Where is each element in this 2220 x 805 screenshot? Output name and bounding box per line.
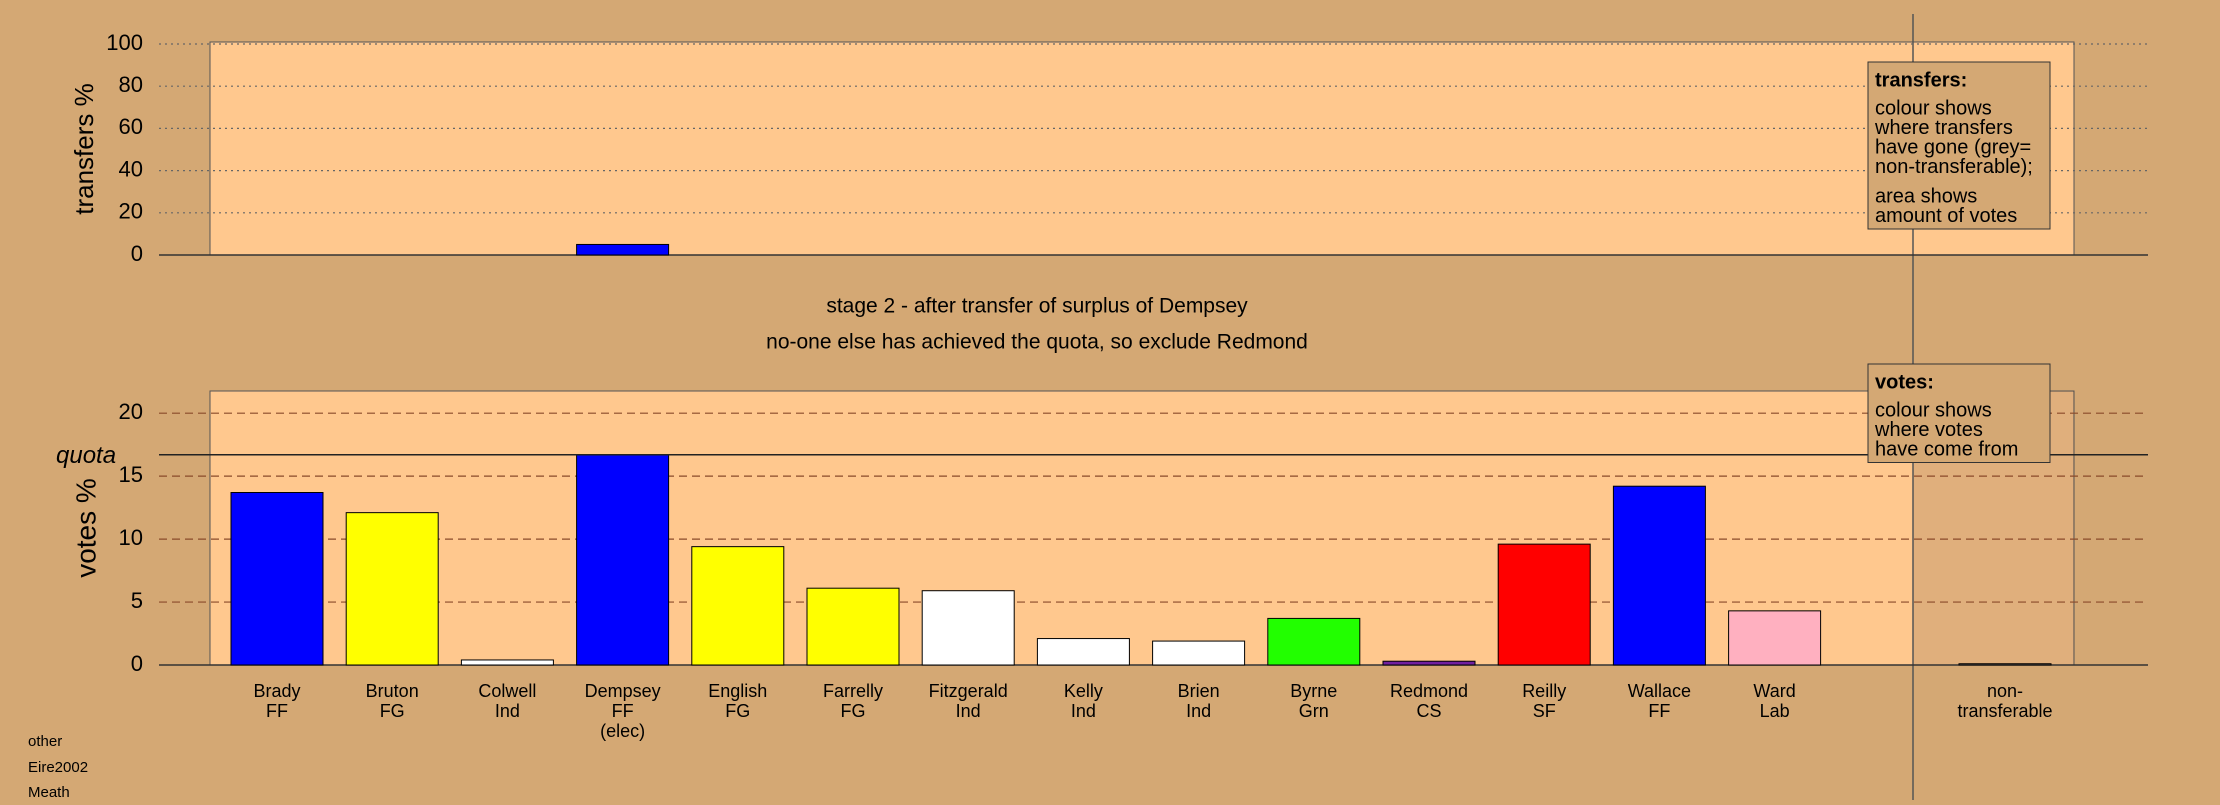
y-axis-title: votes % [70, 478, 101, 578]
y-tick-label: 10 [119, 525, 143, 550]
x-tick-label: FG [725, 701, 750, 721]
x-tick-label: Ind [1186, 701, 1211, 721]
legend-text: amount of votes [1875, 205, 2017, 227]
bar [1152, 640, 1246, 666]
y-tick-label: 0 [131, 241, 143, 266]
y-tick-label: 40 [119, 156, 143, 181]
y-tick-label: 15 [119, 462, 143, 487]
quota-label: quota [56, 442, 116, 469]
x-tick-label: FG [841, 701, 866, 721]
legend-text: where transfers [1874, 117, 2013, 139]
bar [1958, 663, 2052, 666]
x-tick-label: Ind [1071, 701, 1096, 721]
y-tick-label: 20 [119, 199, 143, 224]
x-tick-label: Kelly [1064, 681, 1103, 701]
y-tick-label: 60 [119, 114, 143, 139]
x-tick-label: (elec) [600, 721, 645, 741]
footer: other [28, 733, 62, 750]
y-tick-label: 0 [131, 651, 143, 676]
bar [460, 659, 554, 666]
bar [576, 243, 670, 256]
legend-box [1867, 363, 2051, 463]
x-tick-label: transferable [1957, 701, 2052, 721]
bar [1036, 638, 1130, 666]
x-tick-label: English [708, 681, 767, 701]
x-tick-label: non- [1987, 681, 2023, 701]
footer: Meath [28, 784, 70, 800]
x-tick-label: FF [612, 701, 634, 721]
y-axis-title: transfers % [69, 83, 99, 215]
subtitle: no-one else has achieved the quota, so e… [766, 331, 1308, 354]
bar [921, 590, 1015, 666]
legend-text: area shows [1875, 185, 1977, 207]
bar [230, 492, 324, 666]
x-tick-label: FF [266, 701, 288, 721]
legend-text: non-transferable); [1875, 156, 2033, 178]
x-tick-label: Brady [253, 681, 300, 701]
bar [1267, 617, 1361, 666]
legend-text: have gone (grey= [1875, 136, 2031, 158]
y-tick-label: 5 [131, 588, 143, 613]
bar [806, 587, 900, 666]
legend-box [1867, 61, 2051, 230]
x-tick-label: Farrelly [823, 681, 883, 701]
bar [1382, 660, 1476, 666]
y-tick-label: 100 [106, 30, 143, 55]
legend-text: colour shows [1875, 399, 1992, 421]
x-tick-label: Ward [1753, 681, 1795, 701]
x-tick-label: Byrne [1290, 681, 1337, 701]
x-tick-label: CS [1416, 701, 1441, 721]
x-tick-label: Dempsey [585, 681, 661, 701]
subtitle: stage 2 - after transfer of surplus of D… [826, 295, 1248, 318]
x-tick-label: Grn [1299, 701, 1329, 721]
bar [1497, 543, 1591, 666]
x-tick-label: Wallace [1628, 681, 1691, 701]
bar [345, 512, 439, 666]
legend-text: have come from [1875, 438, 2018, 460]
y-tick-label: 80 [119, 72, 143, 97]
bar [1612, 485, 1706, 666]
x-tick-label: Ind [495, 701, 520, 721]
bar [1728, 610, 1822, 666]
legend-text: where votes [1874, 419, 1983, 441]
x-tick-label: FF [1648, 701, 1670, 721]
bar [576, 454, 670, 666]
y-tick-label: 20 [119, 399, 143, 424]
bar [691, 546, 785, 666]
footer: Eire2002 [28, 759, 88, 776]
x-tick-label: Reilly [1522, 681, 1566, 701]
x-tick-label: Fitzgerald [929, 681, 1008, 701]
plot-area [209, 41, 2075, 256]
legend-title: transfers: [1875, 69, 1967, 91]
legend-text: colour shows [1875, 97, 1992, 119]
x-tick-label: Ind [956, 701, 981, 721]
x-tick-label: FG [380, 701, 405, 721]
x-tick-label: Colwell [478, 681, 536, 701]
x-tick-label: Redmond [1390, 681, 1468, 701]
legend-title: votes: [1875, 371, 1934, 393]
x-tick-label: Lab [1760, 701, 1790, 721]
x-tick-label: SF [1533, 701, 1556, 721]
x-tick-label: Bruton [366, 681, 419, 701]
x-tick-label: Brien [1178, 681, 1220, 701]
